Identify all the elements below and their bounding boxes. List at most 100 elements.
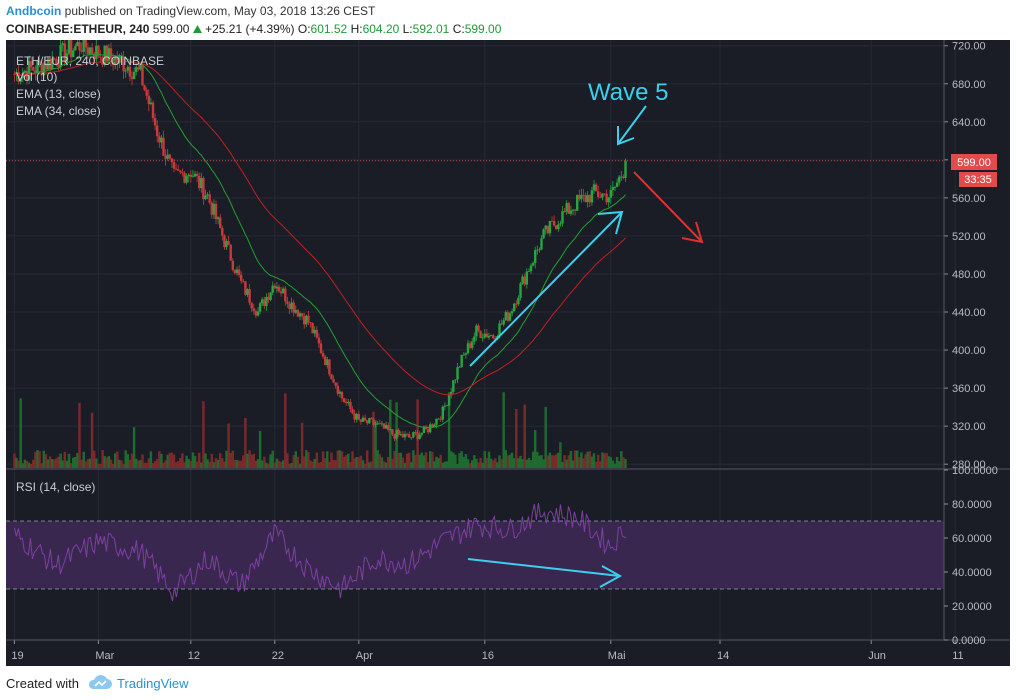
volume-bar xyxy=(284,393,287,468)
volume-bar xyxy=(347,453,350,468)
candle xyxy=(332,379,335,383)
chart-area[interactable]: 720.00680.00640.00600.00560.00520.00480.… xyxy=(6,25,1010,666)
candle xyxy=(609,189,612,198)
volume-bar xyxy=(67,453,71,468)
volume-bar xyxy=(82,451,85,468)
volume-bar xyxy=(376,450,379,468)
volume-bar xyxy=(172,454,176,468)
volume-bar xyxy=(296,456,300,468)
tradingview-link[interactable]: TradingView xyxy=(117,676,189,691)
candle xyxy=(65,53,69,63)
last-price: 599.00 xyxy=(152,22,190,36)
candle xyxy=(214,203,218,220)
candle xyxy=(492,335,495,339)
volume-bar xyxy=(208,461,211,468)
volume-bar xyxy=(84,461,87,468)
volume-bar xyxy=(42,450,45,468)
volume-bar xyxy=(328,461,331,468)
volume-bar xyxy=(65,460,69,468)
volume-bar xyxy=(181,453,184,468)
volume-bar xyxy=(557,452,560,468)
candle xyxy=(76,42,79,47)
candle xyxy=(128,66,132,77)
volume-bar xyxy=(124,450,127,468)
price-tick-label: 360.00 xyxy=(952,383,986,395)
volume-bar xyxy=(214,458,218,468)
candle xyxy=(359,419,363,422)
volume-bar xyxy=(267,463,270,468)
author-link[interactable]: Andbcoin xyxy=(6,4,62,18)
volume-bars xyxy=(13,392,627,468)
candle xyxy=(466,343,470,354)
candle xyxy=(561,211,564,224)
candle xyxy=(601,193,604,198)
candle xyxy=(235,269,239,274)
candle xyxy=(483,333,486,338)
price-tick-label: 280.00 xyxy=(952,459,986,471)
candle xyxy=(384,425,388,429)
volume-bar xyxy=(567,455,570,468)
volume-bar xyxy=(380,457,384,468)
candle xyxy=(21,73,24,79)
candle xyxy=(548,220,552,234)
candle xyxy=(116,57,119,63)
candle xyxy=(170,158,174,163)
volume-bar xyxy=(466,459,470,468)
candle xyxy=(298,313,302,317)
volume-bar xyxy=(118,459,121,468)
volume-bar xyxy=(23,459,27,468)
time-tick-label: 16 xyxy=(482,650,494,662)
candle xyxy=(109,48,113,59)
volume-bar xyxy=(15,457,18,468)
candle xyxy=(401,434,405,438)
candle xyxy=(139,63,142,70)
tradingview-cloud-icon[interactable] xyxy=(87,674,113,692)
price-chart-svg[interactable]: 720.00680.00640.00600.00560.00520.00480.… xyxy=(6,25,1010,666)
candle xyxy=(525,271,528,285)
volume-bar xyxy=(594,461,598,468)
candle xyxy=(86,47,90,54)
volume-bar xyxy=(338,450,342,468)
candle xyxy=(80,50,83,52)
publish-header: Andbcoin published on TradingView.com, M… xyxy=(0,0,1016,40)
volume-bar xyxy=(361,460,365,468)
candle xyxy=(510,311,514,314)
candle xyxy=(357,414,360,420)
close-label: C: xyxy=(452,22,465,36)
volume-bar xyxy=(439,454,442,468)
volume-bar xyxy=(111,463,115,468)
volume-bar xyxy=(624,458,627,468)
candle xyxy=(613,186,617,188)
candle xyxy=(208,194,211,203)
rsi-tick-label: 80.0000 xyxy=(952,499,992,511)
candle xyxy=(475,325,478,337)
candle xyxy=(363,417,367,421)
volume-bar xyxy=(387,457,390,468)
candle xyxy=(458,366,461,368)
wave-label: Wave 5 xyxy=(588,79,668,106)
volume-bar xyxy=(216,459,220,468)
candle xyxy=(183,173,186,183)
volume-bar xyxy=(368,462,371,468)
candle xyxy=(200,178,203,189)
time-tick-label: 12 xyxy=(188,650,200,662)
volume-bar xyxy=(120,460,123,468)
legend-vol: Vol (10) xyxy=(16,70,57,84)
volume-bar xyxy=(145,462,148,468)
volume-bar xyxy=(227,423,230,468)
rsi-grid xyxy=(6,520,944,590)
candle xyxy=(489,335,493,336)
candle xyxy=(594,184,598,192)
legend-ema34: EMA (34, close) xyxy=(16,104,101,118)
candle xyxy=(256,311,260,316)
candle xyxy=(229,244,232,261)
volume-bar xyxy=(582,458,585,468)
candle xyxy=(477,325,480,331)
volume-bar xyxy=(420,452,423,468)
volume-bar xyxy=(393,451,396,468)
candle xyxy=(389,429,392,430)
volume-bar xyxy=(160,453,163,468)
volume-bar xyxy=(288,463,291,468)
volume-bar xyxy=(252,453,255,468)
volume-bar xyxy=(500,459,503,468)
